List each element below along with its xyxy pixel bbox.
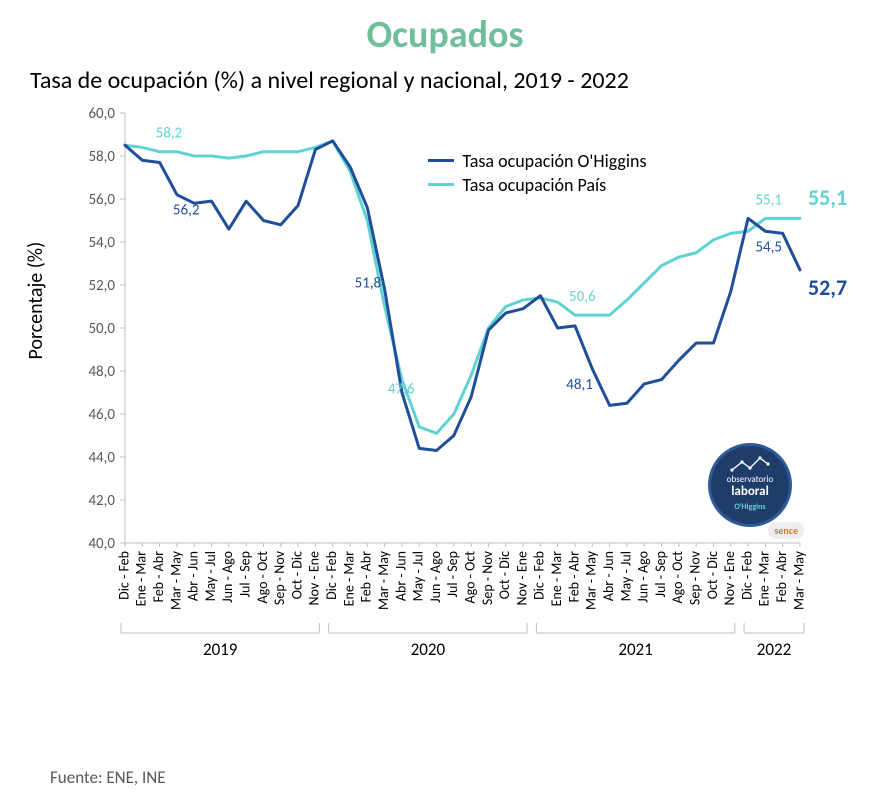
svg-text:Sep - Nov: Sep - Nov	[271, 550, 288, 605]
chart-subtitle: Tasa de ocupación (%) a nivel regional y…	[30, 66, 860, 95]
svg-text:46,0: 46,0	[88, 406, 115, 424]
svg-text:Dic - Feb: Dic - Feb	[323, 551, 340, 600]
svg-text:Oct - Dic: Oct - Dic	[496, 551, 513, 599]
svg-text:Dic - Feb: Dic - Feb	[531, 551, 548, 600]
legend-swatch-pais	[428, 183, 454, 186]
svg-text:58,2: 58,2	[156, 125, 183, 143]
legend-item-pais: Tasa ocupación País	[428, 174, 646, 196]
svg-text:55,1: 55,1	[755, 191, 782, 209]
svg-text:Ene - Mar: Ene - Mar	[340, 551, 357, 606]
legend-label-ohiggins: Tasa ocupación O'Higgins	[462, 150, 646, 172]
svg-text:Ago - Oct: Ago - Oct	[461, 551, 478, 604]
svg-text:40,0: 40,0	[88, 535, 115, 553]
svg-text:2019: 2019	[203, 639, 238, 660]
svg-text:52,0: 52,0	[88, 277, 115, 295]
logo-badge: sence	[768, 522, 804, 539]
svg-text:Ago - Oct: Ago - Oct	[254, 551, 271, 604]
logo-circle: observatorio laboral O'Higgins	[708, 443, 792, 527]
svg-text:Oct - Dic: Oct - Dic	[288, 551, 305, 599]
svg-text:Feb - Abr: Feb - Abr	[773, 551, 790, 603]
svg-text:56,2: 56,2	[173, 202, 200, 220]
svg-text:58,0: 58,0	[88, 148, 115, 166]
svg-text:50,6: 50,6	[569, 288, 596, 306]
svg-text:2020: 2020	[411, 639, 446, 660]
svg-text:Ene - Mar: Ene - Mar	[756, 551, 773, 606]
logo-line3: O'Higgins	[711, 502, 789, 512]
observatorio-logo: observatorio laboral O'Higgins sence	[708, 443, 798, 533]
svg-text:Sep - Nov: Sep - Nov	[479, 550, 496, 605]
y-axis-title: Porcentaje (%)	[24, 242, 48, 360]
svg-text:54,5: 54,5	[755, 238, 782, 256]
svg-text:May - Jul: May - Jul	[410, 551, 427, 601]
svg-text:Abr - Jun: Abr - Jun	[185, 551, 202, 601]
svg-text:50,0: 50,0	[88, 320, 115, 338]
svg-text:54,0: 54,0	[88, 234, 115, 252]
svg-text:Dic - Feb: Dic - Feb	[115, 551, 132, 600]
svg-text:44,0: 44,0	[88, 449, 115, 467]
svg-text:48,1: 48,1	[566, 376, 593, 394]
svg-text:2021: 2021	[618, 639, 652, 660]
svg-text:Mar - May: Mar - May	[375, 550, 392, 610]
legend-item-ohiggins: Tasa ocupación O'Higgins	[428, 150, 646, 172]
svg-text:Mar - May: Mar - May	[790, 550, 807, 610]
svg-text:Feb - Abr: Feb - Abr	[358, 551, 375, 603]
legend-swatch-ohiggins	[428, 159, 454, 162]
logo-line2: laboral	[711, 484, 789, 499]
svg-text:Oct - Dic: Oct - Dic	[704, 551, 721, 599]
legend-label-pais: Tasa ocupación País	[462, 174, 606, 196]
svg-text:47,6: 47,6	[388, 381, 415, 399]
svg-text:48,0: 48,0	[88, 363, 115, 381]
legend: Tasa ocupación O'Higgins Tasa ocupación …	[428, 148, 646, 198]
svg-text:Dic - Feb: Dic - Feb	[738, 551, 755, 600]
svg-text:Nov - Ene: Nov - Ene	[306, 551, 323, 605]
svg-text:Nov - Ene: Nov - Ene	[721, 551, 738, 605]
svg-text:Mar - May: Mar - May	[583, 550, 600, 610]
svg-text:2022: 2022	[757, 639, 791, 660]
svg-text:Ene - Mar: Ene - Mar	[133, 551, 150, 606]
svg-text:56,0: 56,0	[88, 191, 115, 209]
svg-text:60,0: 60,0	[88, 105, 115, 123]
svg-text:Abr - Jun: Abr - Jun	[600, 551, 617, 601]
svg-text:51,8: 51,8	[355, 274, 382, 292]
chart-page: Ocupados Tasa de ocupación (%) a nivel r…	[0, 0, 890, 802]
svg-text:May - Jul: May - Jul	[617, 551, 634, 601]
svg-text:Ene - Mar: Ene - Mar	[548, 551, 565, 606]
chart-area: Porcentaje (%) 40,042,044,046,048,050,05…	[30, 103, 860, 663]
svg-text:May - Jul: May - Jul	[202, 551, 219, 601]
chart-title: Ocupados	[30, 12, 860, 58]
svg-text:Jun - Ago: Jun - Ago	[427, 551, 444, 603]
svg-text:Jul - Sep: Jul - Sep	[236, 551, 253, 597]
svg-text:Feb - Abr: Feb - Abr	[150, 551, 167, 603]
svg-text:42,0: 42,0	[88, 492, 115, 510]
svg-text:Mar - May: Mar - May	[167, 550, 184, 610]
svg-text:Jul - Sep: Jul - Sep	[444, 551, 461, 597]
svg-text:Jul - Sep: Jul - Sep	[652, 551, 669, 597]
end-label-ohiggins: 52,7	[808, 274, 847, 301]
svg-text:Feb - Abr: Feb - Abr	[565, 551, 582, 603]
svg-text:Jun - Ago: Jun - Ago	[219, 551, 236, 603]
end-label-pais: 55,1	[808, 184, 847, 211]
chart-source: Fuente: ENE, INE	[50, 767, 166, 788]
svg-text:Ago - Oct: Ago - Oct	[669, 551, 686, 604]
svg-text:Abr - Jun: Abr - Jun	[392, 551, 409, 601]
svg-text:Nov - Ene: Nov - Ene	[513, 551, 530, 605]
svg-text:Sep - Nov: Sep - Nov	[686, 550, 703, 605]
chart-icon	[730, 456, 770, 474]
svg-text:Jun - Ago: Jun - Ago	[635, 551, 652, 603]
